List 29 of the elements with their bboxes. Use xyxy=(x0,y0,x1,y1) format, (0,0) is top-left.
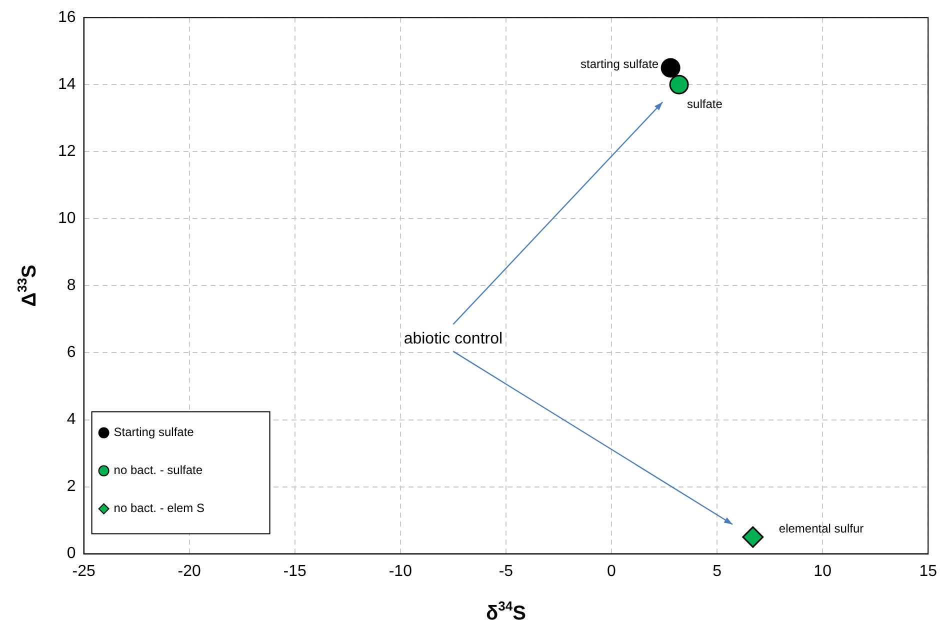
x-tick-label: 5 xyxy=(712,562,722,580)
x-tick-label: 15 xyxy=(919,562,938,580)
legend-label: no bact. - elem S xyxy=(114,501,205,516)
x-tick-label: -5 xyxy=(498,562,514,580)
x-tick-label: -25 xyxy=(72,562,96,580)
y-axis-title: Δ33S xyxy=(14,264,41,307)
annotation: abiotic control xyxy=(404,330,503,348)
x-tick-label: 10 xyxy=(814,562,832,580)
annotation: elemental sulfur xyxy=(778,521,864,536)
y-tick-label: 8 xyxy=(66,277,76,294)
point xyxy=(669,74,689,94)
point xyxy=(660,58,680,78)
x-tick-label: -20 xyxy=(178,562,201,580)
y-tick-label: 12 xyxy=(58,143,76,160)
x-tick-label: -10 xyxy=(388,562,412,580)
legend-label: Starting sulfate xyxy=(114,425,194,440)
y-tick-label: 0 xyxy=(66,545,76,562)
y-tick-label: 10 xyxy=(58,210,76,228)
legend-label: no bact. - sulfate xyxy=(114,463,203,478)
annotation: starting sulfate xyxy=(580,57,659,72)
x-tick-label: -15 xyxy=(283,562,307,580)
y-tick-label: 6 xyxy=(66,344,76,362)
annotation: sulfate xyxy=(687,96,723,111)
y-tick-label: 14 xyxy=(58,76,76,94)
y-tick-label: 4 xyxy=(66,411,76,428)
y-tick-label: 16 xyxy=(58,9,76,26)
point xyxy=(742,526,764,548)
x-tick-label: 0 xyxy=(607,562,616,580)
y-tick-label: 2 xyxy=(66,478,76,496)
